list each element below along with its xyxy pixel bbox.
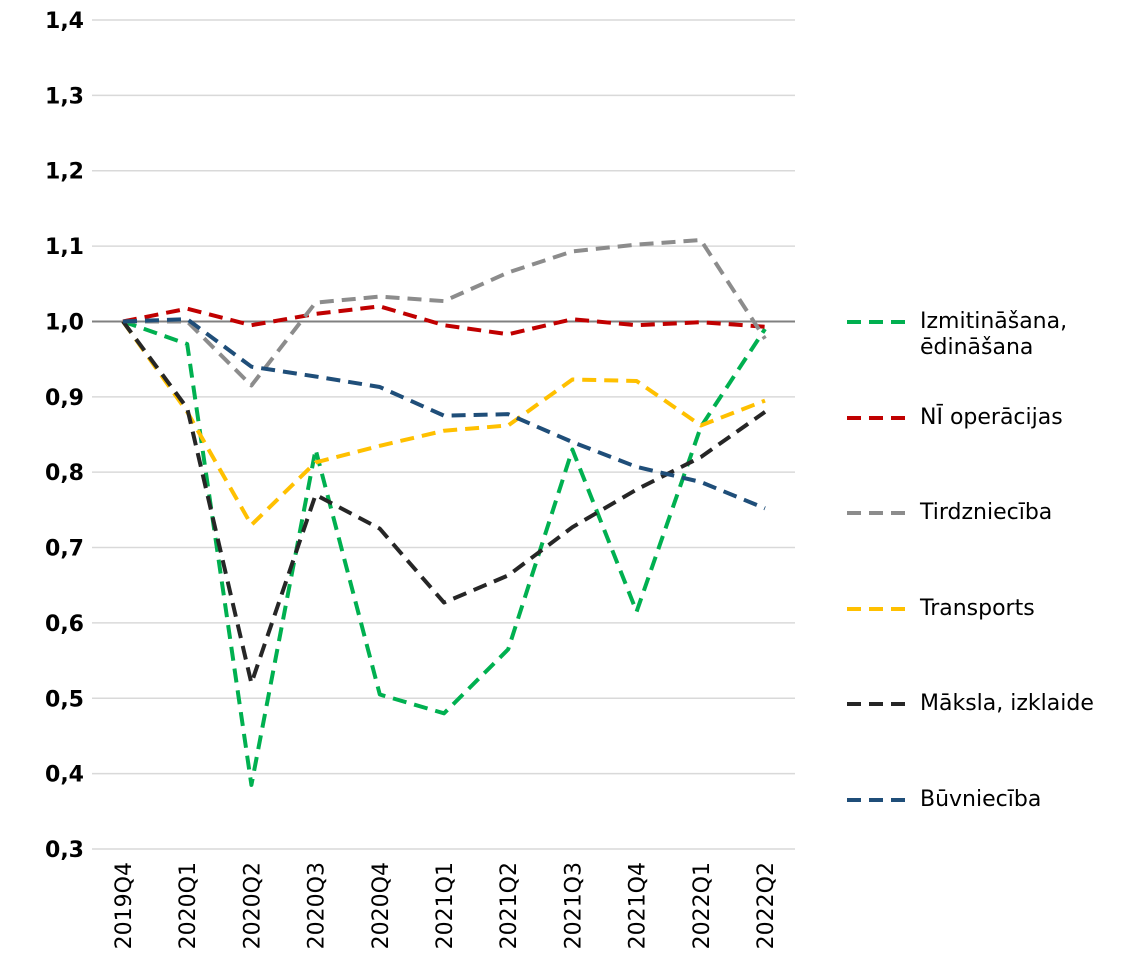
legend-item: Transports [845,596,1135,622]
legend-swatch [847,606,911,611]
x-tick-label: 2020Q3 [305,862,330,949]
legend-swatch [847,798,911,802]
legend-swatch [847,702,911,707]
x-tick-label: 2020Q4 [369,862,394,949]
x-tick-label: 2021Q3 [561,862,586,949]
x-tick-label: 2022Q1 [690,862,715,949]
legend-item: NĪ operācijas [845,405,1135,431]
y-tick-label: 0,3 [45,838,84,863]
y-tick-label: 0,8 [45,461,84,486]
legend-label: Tirdzniecība [920,500,1053,526]
legend-item: Māksla, izklaide [845,691,1135,717]
y-tick-label: 0,6 [45,612,84,637]
legend-label: Būvniecība [920,787,1042,812]
x-tick-label: 2020Q2 [240,862,265,949]
legend-label: Izmitināšana, ēdināšana [920,309,1068,360]
y-tick-label: 0,9 [45,386,84,411]
y-tick-label: 1,1 [45,235,84,260]
legend-label: NĪ operācijas [920,404,1063,430]
y-tick-label: 0,4 [45,763,84,788]
legend-item: Tirdzniecība [845,500,1135,526]
series-line [121,320,767,686]
y-tick-label: 0,5 [45,687,84,712]
legend-swatch [847,320,911,324]
y-tick-label: 1,4 [45,9,84,34]
series-line [122,317,766,511]
legend-swatch [847,511,911,516]
series-line [122,319,767,787]
y-tick-label: 0,7 [45,537,84,562]
x-tick-label: 2021Q2 [497,862,522,949]
legend-swatch [847,415,911,420]
x-tick-label: 2019Q4 [112,862,137,949]
x-tick-label: 2021Q4 [626,862,651,949]
x-tick-label: 2022Q2 [754,862,779,949]
x-tick-label: 2020Q1 [176,862,201,949]
y-tick-label: 1,0 [45,310,84,335]
legend-label: Transports [920,595,1035,621]
legend-item: Izmitināšana, ēdināšana [845,309,1135,361]
series-line [122,304,766,337]
legend-label: Māksla, izklaide [920,691,1094,717]
x-tick-label: 2021Q1 [433,862,458,949]
series-line [121,320,766,527]
y-tick-label: 1,2 [45,160,84,185]
series-line [123,238,767,388]
y-tick-label: 1,3 [45,84,84,109]
legend-item: Būvniecība [845,787,1135,813]
